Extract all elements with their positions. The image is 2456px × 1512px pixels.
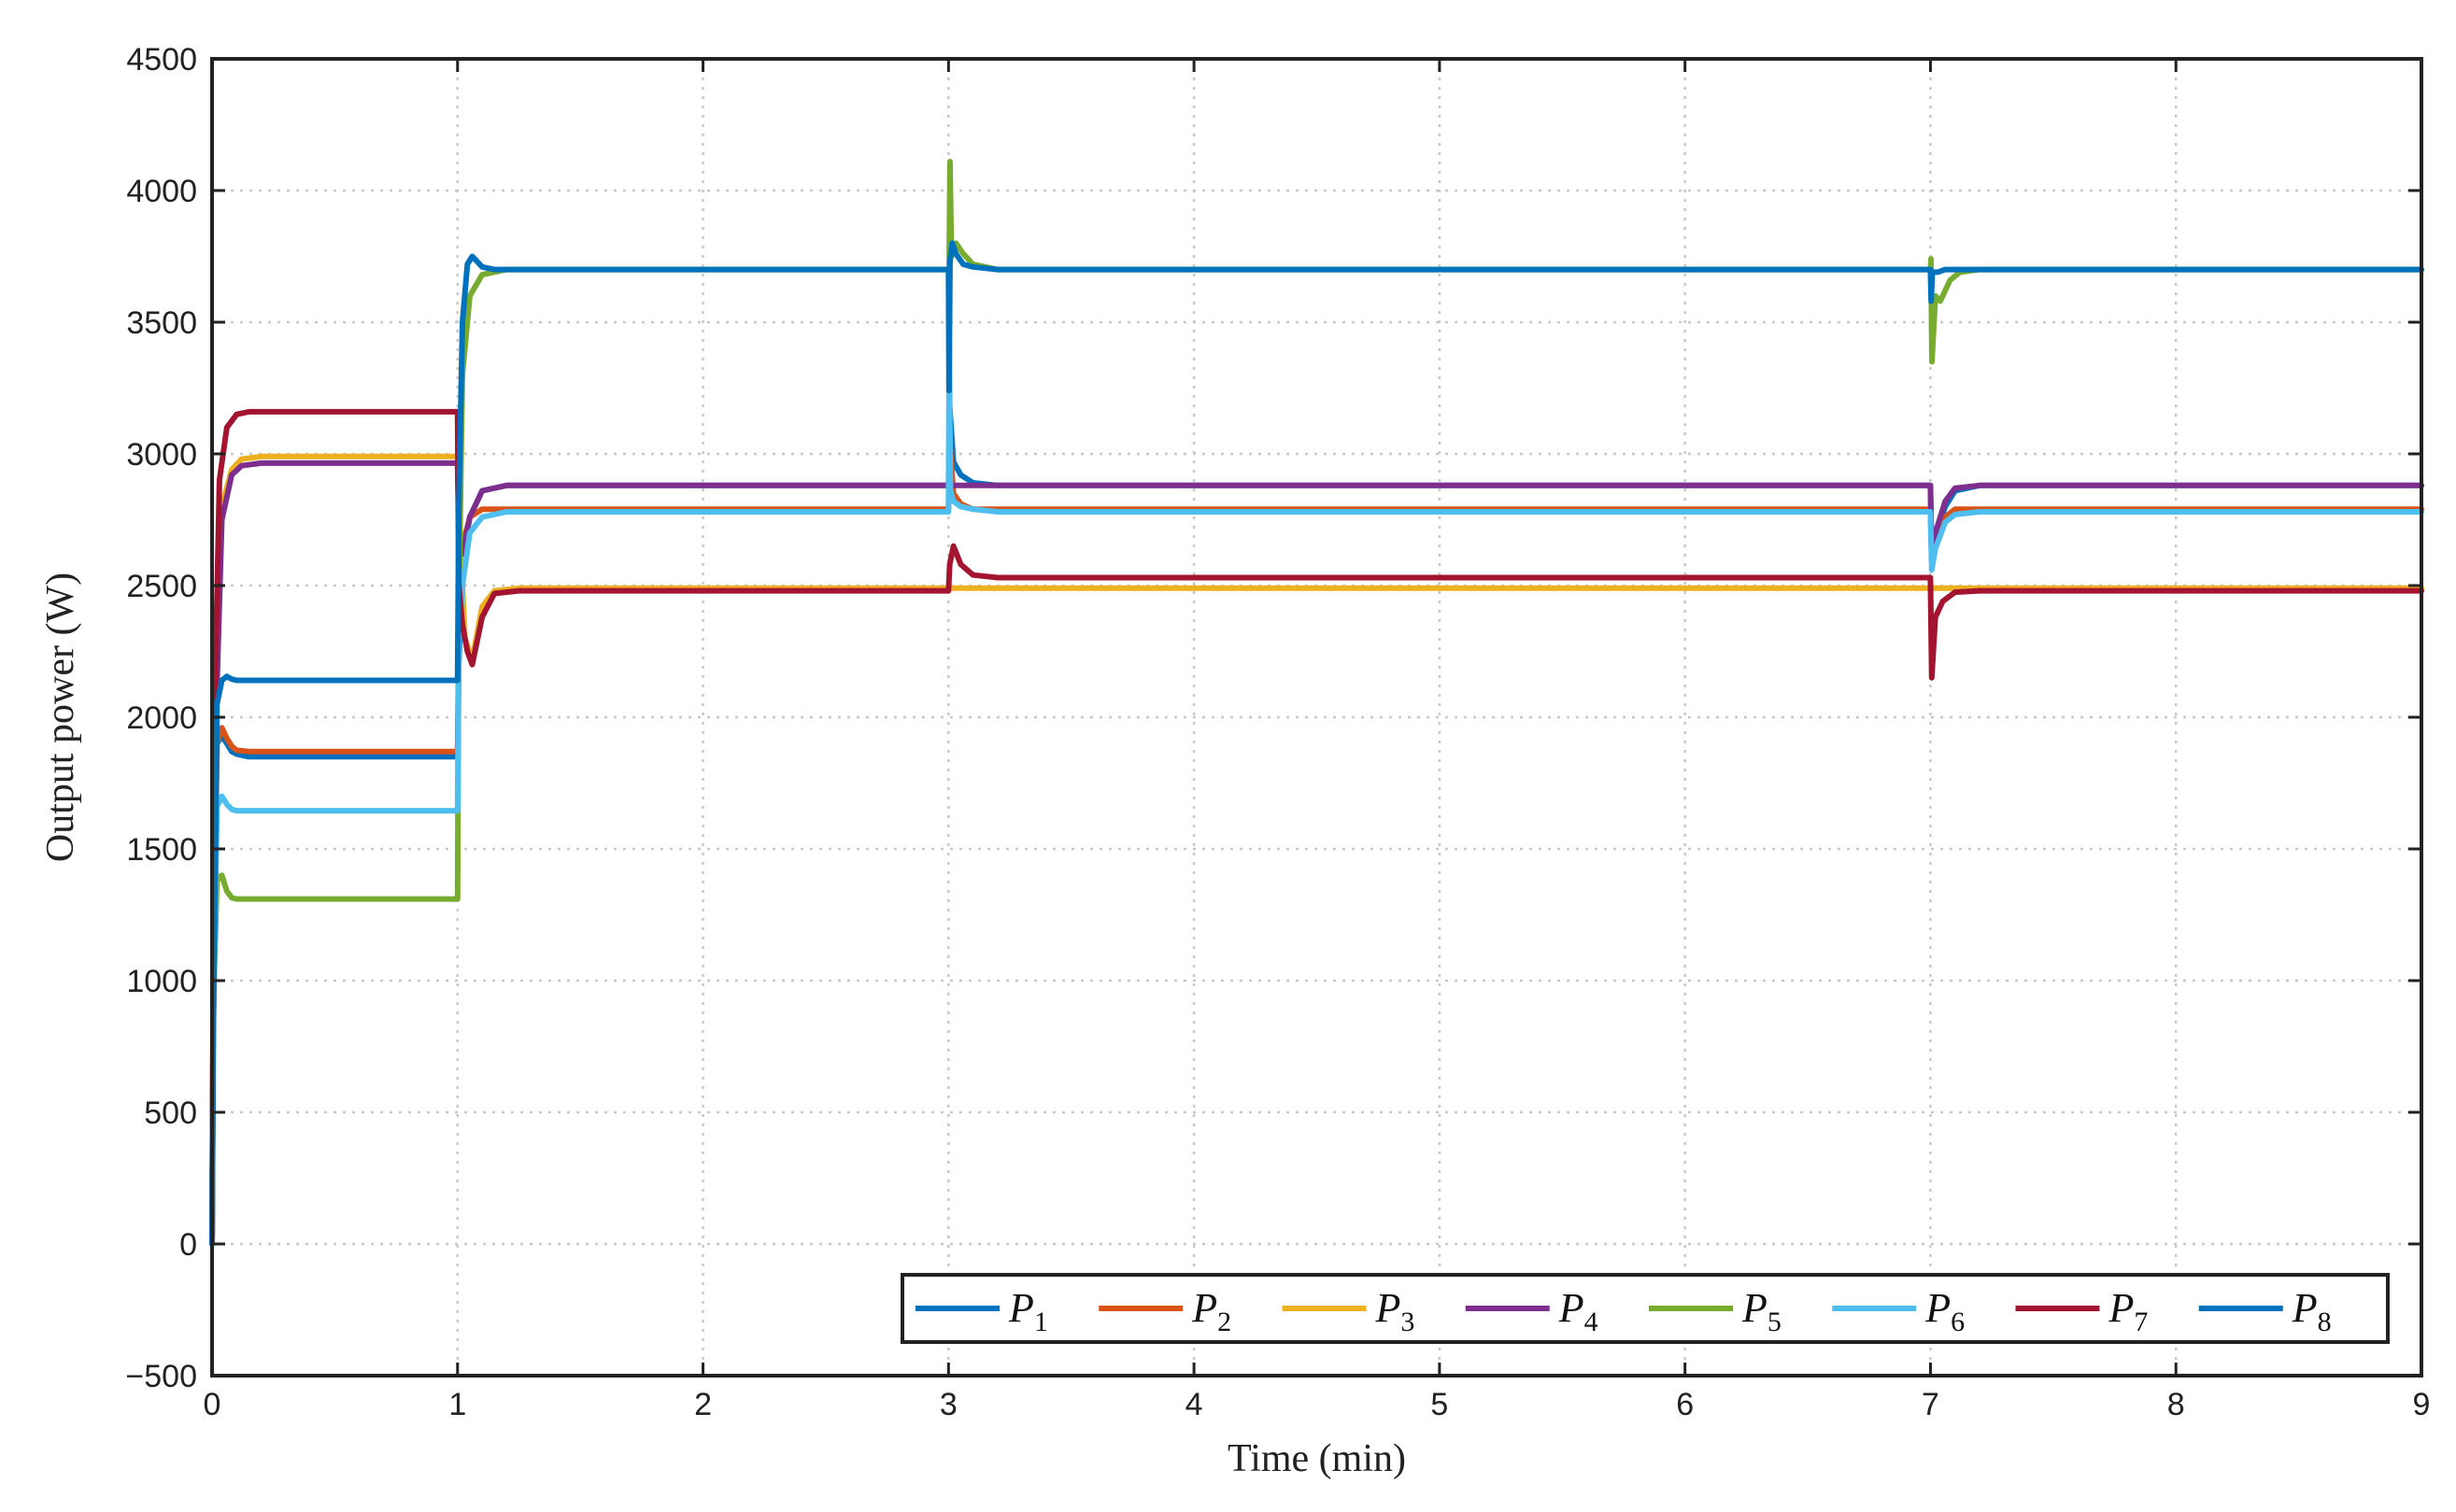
legend-label: P4 (1558, 1285, 1598, 1337)
ticks: 0 1 2 3 4 5 6 7 8 9−50005001000150020002500300035… (125, 42, 2430, 1422)
x-tick-label: 6 (1676, 1387, 1694, 1422)
plot-frame (210, 57, 2423, 1378)
series-line-p4 (209, 459, 2424, 1247)
legend: P1 P2 P3 P4 P5 P6 P7 P8 (901, 1273, 2390, 1344)
y-tick-label: 500 (144, 1095, 197, 1131)
x-tick-label: 8 (2167, 1387, 2185, 1422)
x-tick-label: 9 (2413, 1387, 2431, 1422)
x-tick-label: 7 (1922, 1387, 1939, 1422)
series-line-p6 (209, 337, 2424, 1247)
y-tick-label: 2000 (126, 700, 197, 736)
y-tick-label: 3000 (126, 437, 197, 473)
x-tick-label: 1 (448, 1387, 466, 1422)
y-tick-label: 2500 (126, 569, 197, 604)
y-tick-label: 1000 (126, 964, 197, 999)
y-tick-label: 3500 (126, 305, 197, 341)
series-line-p1 (209, 403, 2424, 1247)
y-tick-label: 1500 (126, 832, 197, 868)
legend-label: P3 (1375, 1285, 1415, 1337)
grid (210, 57, 2423, 1378)
y-tick-label: 4500 (126, 42, 197, 78)
series-layer (209, 159, 2424, 1247)
x-tick-label: 2 (694, 1387, 712, 1422)
y-tick-label: 4000 (126, 174, 197, 209)
x-tick-label: 4 (1185, 1387, 1203, 1422)
y-tick-label: 0 (179, 1227, 197, 1263)
series-line-p5 (209, 159, 2424, 1247)
x-axis-title: Time (min) (1228, 1437, 1406, 1480)
series-line-p2 (209, 437, 2424, 1247)
y-axis-title: Output power (W) (39, 572, 82, 862)
series-line-p3 (209, 453, 2424, 1247)
x-tick-label: 3 (940, 1387, 958, 1422)
series-line-p8 (209, 240, 2424, 1247)
x-tick-label: 0 (204, 1387, 221, 1422)
series-line-p7 (209, 408, 2424, 1247)
x-tick-label: 5 (1430, 1387, 1448, 1422)
y-tick-label: −500 (125, 1359, 197, 1394)
